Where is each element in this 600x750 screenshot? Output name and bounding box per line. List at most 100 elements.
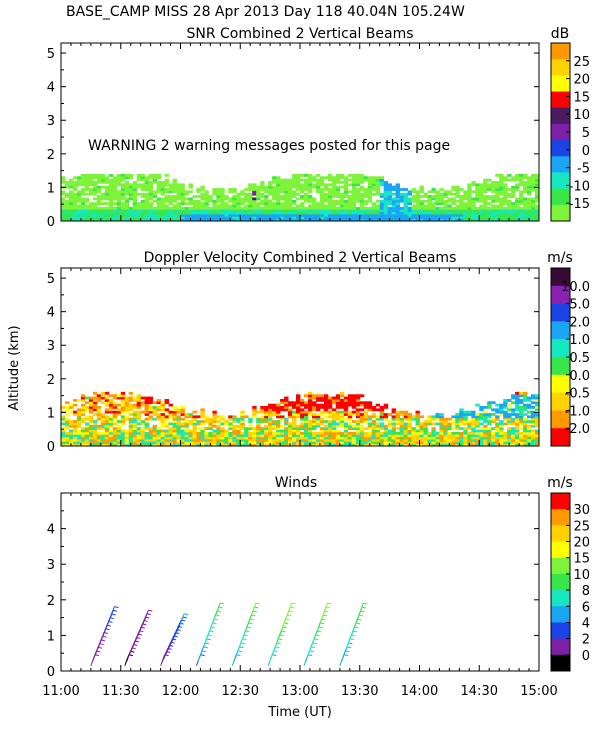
heat-cell [184, 422, 189, 426]
heat-cell [479, 206, 484, 210]
heat-cell [156, 443, 161, 447]
heat-cell [499, 403, 504, 407]
heat-cell [312, 408, 317, 412]
heat-cell [73, 413, 78, 416]
heat-cell [112, 417, 118, 421]
heat-cell [120, 206, 126, 210]
heat-cell [415, 410, 420, 414]
heat-cell [208, 417, 213, 421]
heat-cell [69, 185, 74, 189]
heat-cell [535, 204, 540, 208]
heat-cell [379, 408, 385, 412]
heat-cell [112, 218, 118, 222]
heat-cell [363, 406, 369, 409]
heat-cell [232, 216, 237, 220]
x-tick-label: 11:00 [42, 684, 79, 699]
heat-cell [471, 443, 476, 447]
heat-cell [232, 415, 237, 419]
heat-cell [76, 417, 82, 421]
heat-cell [451, 438, 456, 442]
heat-cell [80, 190, 86, 194]
heat-cell [308, 204, 313, 208]
heat-cell [375, 211, 381, 215]
heat-cell [483, 178, 488, 182]
heat-cell [272, 406, 277, 409]
heat-cell [156, 417, 161, 421]
heat-cell [447, 190, 452, 194]
heat-cell [351, 218, 357, 222]
heat-cell [495, 434, 500, 437]
heat-cell [483, 202, 488, 205]
heat-cell [148, 197, 153, 201]
heat-cell [120, 209, 126, 212]
heat-cell [84, 401, 90, 405]
heat-cell [288, 197, 293, 201]
heat-cell [343, 431, 349, 435]
y-tick-label: 5 [47, 47, 55, 62]
heat-cell [359, 218, 365, 222]
heat-cell [160, 431, 165, 435]
heat-cell [475, 192, 480, 196]
heat-cell [363, 434, 369, 437]
heat-cell [515, 216, 520, 220]
heat-cell [343, 401, 349, 405]
heat-cell [527, 209, 532, 212]
heat-cell [535, 188, 540, 191]
heat-cell [140, 183, 146, 187]
heat-cell [519, 192, 524, 196]
heat-cell [415, 434, 420, 437]
heat-cell [84, 434, 90, 437]
heat-cell [172, 438, 177, 442]
heat-cell [351, 188, 357, 191]
heat-cell [116, 206, 122, 210]
heat-cell [503, 178, 508, 182]
heat-cell [236, 438, 241, 442]
colorbar-label: 5.0 [569, 298, 590, 313]
heat-cell [136, 417, 142, 421]
heat-cell [443, 195, 448, 198]
heat-cell [487, 441, 492, 445]
heat-cell [507, 438, 512, 442]
heat-cell [104, 188, 110, 191]
heat-cell [128, 192, 134, 196]
heat-cell [507, 427, 512, 430]
heat-cell [61, 436, 66, 440]
heat-cell [296, 401, 301, 405]
heat-cell [84, 441, 90, 445]
heat-cell [69, 190, 74, 194]
heat-cell [304, 174, 309, 177]
heat-cell [252, 190, 257, 194]
heat-cell [204, 218, 209, 222]
heat-cell [511, 176, 516, 180]
heat-cell [499, 216, 504, 220]
heat-cell [435, 434, 440, 437]
heat-cell [244, 443, 249, 447]
heat-cell [148, 441, 153, 445]
heat-cell [80, 420, 86, 423]
heat-cell [284, 206, 289, 210]
heat-cell [204, 441, 209, 445]
heat-cell [467, 420, 472, 423]
heat-cell [308, 394, 313, 398]
heat-cell [220, 422, 225, 426]
heat-cell [467, 424, 472, 428]
heat-cell [280, 436, 285, 440]
heat-cell [515, 199, 520, 203]
heat-cell [507, 202, 512, 205]
heat-cell [339, 403, 345, 407]
heat-cell [335, 206, 341, 210]
heat-cell [371, 438, 377, 442]
heat-cell [272, 431, 277, 435]
heat-cell [216, 431, 221, 435]
heat-cell [176, 188, 181, 191]
heat-cell [268, 441, 273, 445]
heat-cell [431, 436, 436, 440]
heat-cell [148, 195, 153, 198]
heat-cell [359, 431, 365, 435]
heat-cell [351, 216, 357, 220]
heat-cell [403, 188, 408, 191]
heat-cell [120, 204, 126, 208]
heat-cell [73, 192, 78, 196]
heat-cell [136, 209, 142, 212]
heat-cell [276, 403, 281, 407]
